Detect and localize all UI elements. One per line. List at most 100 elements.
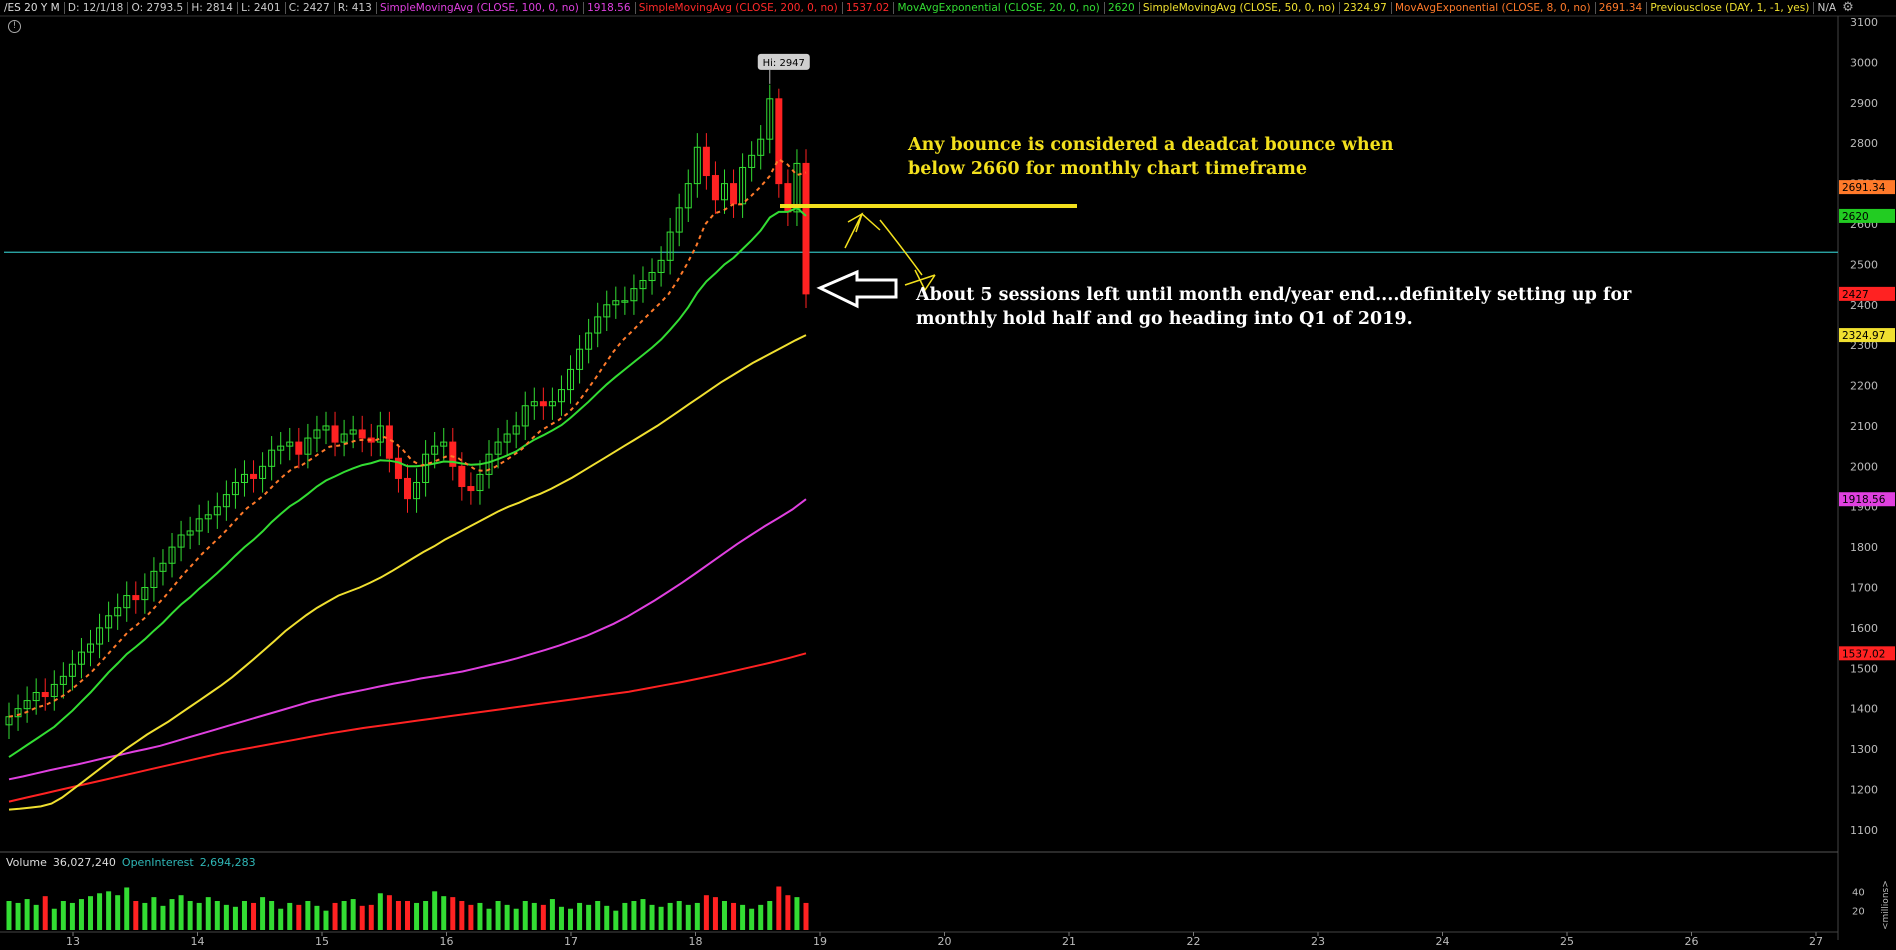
y-tick-label: 1200 (1850, 783, 1878, 796)
y-tick-label: 3000 (1850, 56, 1878, 69)
candle-down (730, 183, 738, 205)
volume-bar (106, 891, 112, 930)
price-badge-value: 2620 (1842, 211, 1869, 223)
volume-bar (196, 902, 202, 930)
study-sma50-label[interactable]: SimpleMovingAvg (CLOSE, 50, 0, no) (1142, 2, 1336, 14)
ema20-line (8, 206, 807, 758)
volume-bar (251, 902, 257, 930)
volume-bar (667, 902, 673, 930)
candle-up (684, 183, 692, 209)
candle-up (476, 473, 484, 492)
study-ema8-label[interactable]: MovAvgExponential (CLOSE, 8, 0, no) (1394, 2, 1591, 14)
candle-up (557, 389, 565, 403)
volume-bar (685, 904, 691, 930)
candle-up (186, 530, 194, 536)
y-tick-label: 2400 (1850, 299, 1878, 312)
candle-up (494, 441, 502, 455)
candle-up (313, 429, 321, 439)
candle-up (168, 546, 176, 564)
study-ema8-value: 2691.34 (1598, 2, 1643, 14)
candle-up (739, 166, 747, 205)
x-tick-label: 25 (1560, 935, 1574, 948)
y-tick-label: 2800 (1850, 137, 1878, 150)
price-badge-bg (1839, 286, 1895, 301)
candle-up (349, 429, 357, 435)
candle-up (259, 465, 267, 479)
price-badge-bg (1839, 646, 1895, 661)
study-ema20-label[interactable]: MovAvgExponential (CLOSE, 20, 0, no) (897, 2, 1100, 14)
x-tick-label: 26 (1685, 935, 1699, 948)
candle-up (23, 700, 31, 710)
volume-bar (205, 897, 211, 930)
volume-bar (151, 897, 157, 930)
volume-bar (432, 891, 438, 930)
volume-bar (232, 906, 238, 930)
candle-up (195, 518, 203, 532)
deadcat-note-line2: below 2660 for monthly chart timeframe (908, 159, 1308, 179)
high-marker-box (757, 53, 810, 70)
x-tick-label: 15 (315, 935, 329, 948)
x-tick-label: 14 (191, 935, 205, 948)
candle-up (693, 146, 701, 185)
study-sma200-value: 1537.02 (845, 2, 890, 14)
volume-bar (477, 902, 483, 930)
candle-up (594, 316, 602, 334)
volume-bar (69, 902, 75, 930)
volume-bar (314, 905, 320, 930)
candle-down (802, 162, 810, 295)
deadcat-note-line1: Any bounce is considered a deadcat bounc… (908, 135, 1394, 155)
candle-down (331, 425, 339, 443)
volume-bar (368, 904, 374, 930)
volume-bar (622, 902, 628, 930)
study-prevclose-label[interactable]: Previousclose (DAY, 1, -1, yes) (1650, 2, 1810, 14)
volume-label[interactable]: Volume (6, 856, 47, 869)
volume-bar (450, 897, 456, 930)
study-sma200-label[interactable]: SimpleMovingAvg (CLOSE, 200, 0, no) (638, 2, 838, 14)
volume-bar (269, 901, 275, 930)
volume-bar (712, 897, 718, 930)
study-prevclose-value: N/A (1817, 2, 1837, 14)
volume-bar (278, 908, 284, 930)
oi-label[interactable]: OpenInterest (121, 856, 194, 869)
open-value: O: 2793.5 (131, 2, 184, 14)
volume-bar (169, 899, 175, 930)
volume-tick-label: 40 (1852, 887, 1865, 898)
volume-bar (260, 897, 266, 930)
candle-up (757, 138, 765, 156)
volume-bar (287, 902, 293, 930)
chart-settings-icon[interactable]: ⚙ (1842, 0, 1854, 15)
volume-bar (568, 908, 574, 930)
candle-up (87, 643, 95, 653)
volume-bar (6, 901, 12, 930)
volume-bar (613, 910, 619, 930)
candle-down (467, 486, 475, 492)
y-tick-label: 3100 (1850, 16, 1878, 29)
candle-up (521, 405, 529, 427)
high-marker-label: Hi: 2947 (763, 58, 805, 69)
ema8-line (8, 157, 807, 718)
volume-bar (42, 896, 48, 930)
volume-bar (640, 899, 646, 930)
volume-bar (296, 904, 302, 930)
study-sma100-label[interactable]: SimpleMovingAvg (CLOSE, 100, 0, no) (379, 2, 579, 14)
candle-up (440, 441, 448, 447)
y-tick-label: 2300 (1850, 339, 1878, 352)
volume-bar (15, 902, 21, 930)
symbol-label[interactable]: /ES 20 Y M (4, 2, 60, 14)
volume-bar (676, 901, 682, 930)
candle-up (14, 708, 22, 718)
sessions-note-line2: monthly hold half and go heading into Q1… (916, 309, 1413, 329)
volume-bar (531, 902, 537, 930)
candle-up (114, 607, 122, 617)
candle-up (376, 425, 384, 443)
y-tick-label: 1500 (1850, 662, 1878, 675)
y-tick-label: 2200 (1850, 380, 1878, 393)
x-tick-label: 18 (689, 935, 703, 948)
candle-down (539, 401, 547, 407)
candle-up (77, 651, 85, 665)
candle-up (59, 675, 67, 685)
x-tick-label: 22 (1187, 935, 1201, 948)
volume-bar (33, 904, 39, 930)
candle-up (304, 437, 312, 455)
info-icon[interactable]: ! (8, 20, 21, 33)
